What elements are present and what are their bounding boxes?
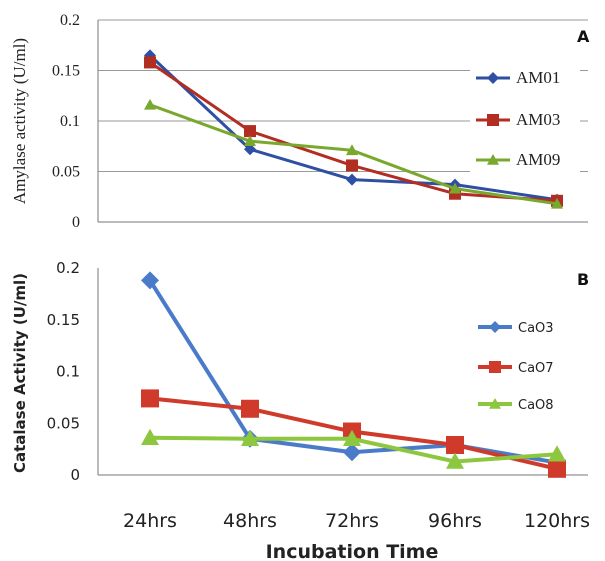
x-tick-label: 48hrs	[223, 510, 277, 532]
legend-label-am09: AM09	[516, 150, 560, 169]
x-tick-label: 72hrs	[325, 510, 379, 532]
panel-a: 00.050.10.150.2 Amylase activity (U/ml) …	[10, 12, 590, 231]
x-axis-title: Incubation Time	[266, 541, 439, 561]
data-point-am09	[244, 135, 256, 146]
panel-a-legend: AM01 AM03 AM09	[470, 60, 580, 180]
panel-a-label: A	[577, 27, 590, 46]
panel-a-y-tick-labels: 0 0.05 0.1 0.15 0.2	[52, 12, 80, 231]
legend-marker-cao7	[489, 361, 501, 373]
panel-a-y-tick-label: 0.05	[52, 164, 80, 181]
data-point-cao7	[446, 435, 464, 454]
legend-label-cao3: CaO3	[518, 321, 554, 336]
panel-b-series	[141, 271, 566, 478]
panel-b-y-tick-label: 0.05	[47, 414, 80, 432]
data-point-cao8	[241, 429, 259, 446]
panel-b-y-tick-label: 0.15	[47, 311, 80, 329]
legend-marker-am09	[487, 154, 499, 165]
data-point-cao7	[548, 459, 566, 478]
data-point-cao8	[446, 452, 464, 469]
panel-a-y-tick-label: 0	[72, 214, 80, 231]
data-point-cao7	[141, 389, 159, 408]
panel-a-y-axis-label: Amylase activity (U/ml)	[10, 38, 29, 204]
data-point-am03	[144, 56, 156, 69]
legend-label-am01: AM01	[516, 68, 560, 87]
data-point-am09	[551, 197, 563, 209]
data-point-am01	[346, 173, 358, 186]
panel-b-y-axis-label: Catalase Activity (U/ml)	[11, 273, 29, 473]
panel-a-y-tick-label: 0.15	[52, 63, 80, 80]
legend-marker-am01	[487, 72, 499, 84]
x-tick-labels: 24hrs 48hrs 72hrs 96hrs 120hrs	[123, 510, 590, 532]
data-point-cao8	[141, 428, 159, 445]
panel-a-y-tick-label: 0.1	[60, 113, 80, 130]
legend-marker-cao8	[489, 398, 501, 409]
panel-a-series	[144, 49, 563, 209]
panel-b-legend: CaO3 CaO7 CaO8	[478, 321, 554, 413]
x-tick-label: 120hrs	[524, 510, 590, 532]
data-point-am03	[244, 125, 256, 138]
data-point-cao7	[241, 399, 259, 418]
x-tick-label: 24hrs	[123, 510, 177, 532]
panel-b-label: B	[577, 270, 589, 289]
legend-marker-am03	[487, 114, 499, 126]
legend-label-am03: AM03	[516, 110, 560, 129]
panel-b-y-tick-labels: 0 0.05 0.1 0.15 0.2	[47, 259, 80, 484]
legend-label-cao8: CaO8	[518, 398, 554, 413]
data-point-am09	[346, 144, 358, 156]
data-point-am01	[244, 143, 256, 156]
panel-b-y-tick-label: 0.2	[56, 259, 80, 277]
data-point-am09	[144, 98, 156, 110]
panel-b: 0 0.05 0.1 0.15 0.2 Catalase Activity (U/ml)…	[11, 259, 589, 484]
legend-label-cao7: CaO7	[518, 361, 554, 376]
x-tick-label: 96hrs	[428, 510, 482, 532]
data-point-cao3	[343, 443, 361, 462]
data-point-am03	[346, 159, 358, 172]
data-point-cao8	[548, 445, 566, 462]
panel-a-y-tick-label: 0.2	[60, 12, 80, 29]
data-point-cao8	[343, 429, 361, 446]
panel-b-y-tick-label: 0.1	[56, 363, 80, 381]
panel-b-y-tick-label: 0	[70, 466, 80, 484]
data-point-am09	[449, 182, 461, 194]
legend-marker-cao3	[489, 321, 501, 333]
data-point-cao3	[141, 271, 159, 290]
